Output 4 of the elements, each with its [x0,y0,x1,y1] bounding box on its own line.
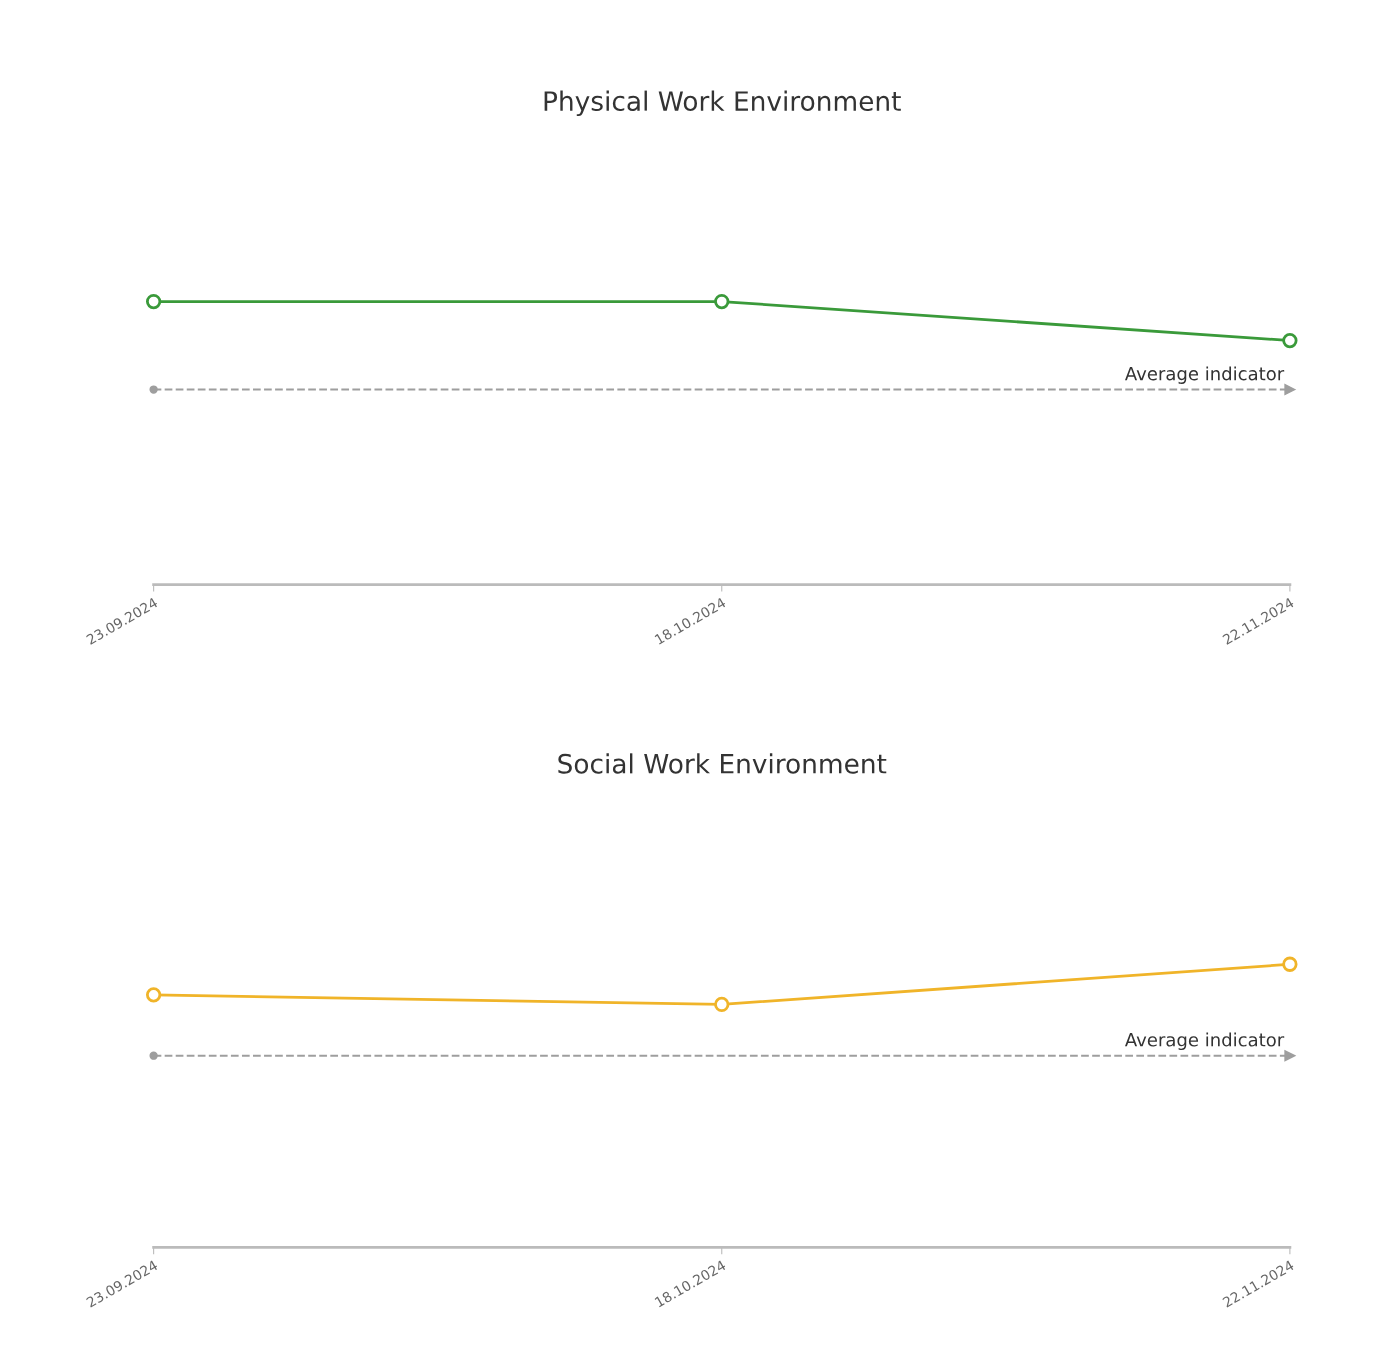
ref-line-label: Average indicator [1124,366,1285,384]
chart-title: Physical Work Environment [544,90,901,117]
ref-line-label: Average indicator [1124,1032,1285,1051]
chart-title: Social Work Environment [558,753,887,774]
